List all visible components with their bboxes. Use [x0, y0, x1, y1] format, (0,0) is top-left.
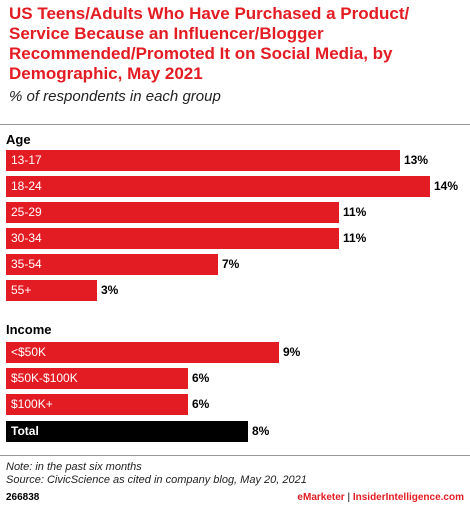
bar-value-label: 11%: [343, 231, 367, 245]
bar-1-1: $50K-$100K: [6, 368, 188, 389]
bar-0-0: 13-17: [6, 150, 400, 171]
bar-value-label: 8%: [252, 424, 270, 438]
footer-brand: eMarketer | InsiderIntelligence.com: [297, 492, 464, 503]
bar-total: Total: [6, 421, 248, 442]
bar-1-0: <$50K: [6, 342, 279, 363]
bar-0-2: 25-29: [6, 202, 339, 223]
bar-0-3: 30-34: [6, 228, 339, 249]
bottom-divider: [0, 455, 470, 456]
chart-subtitle: % of respondents in each group: [9, 88, 221, 105]
chart-source: Source: CivicScience as cited in company…: [6, 474, 307, 486]
bar-category-label: <$50K: [11, 345, 47, 359]
bar-value-label: 6%: [192, 371, 210, 385]
top-divider: [0, 124, 470, 125]
bar-value-label: 13%: [404, 153, 429, 167]
bar-value-label: 14%: [434, 179, 459, 193]
bar-category-label: 30-34: [11, 231, 42, 245]
bar-value-label: 11%: [343, 205, 367, 219]
bar-category-label: Total: [11, 424, 39, 438]
bar-category-label: $50K-$100K: [11, 371, 78, 385]
bar-0-5: 55+: [6, 280, 97, 301]
bar-category-label: 55+: [11, 283, 32, 297]
chart-note: Note: in the past six months: [6, 461, 142, 473]
bar-value-label: 9%: [283, 345, 301, 359]
bar-category-label: 35-54: [11, 257, 42, 271]
bar-0-1: 18-24: [6, 176, 430, 197]
insider-intelligence-link[interactable]: InsiderIntelligence.com: [352, 492, 464, 503]
chart-title: US Teens/Adults Who Have Purchased a Pro…: [9, 4, 410, 83]
bar-value-label: 6%: [192, 397, 210, 411]
bar-1-2: $100K+: [6, 394, 188, 415]
section-label-age: Age: [6, 132, 31, 147]
footer-separator: |: [344, 492, 353, 503]
bar-0-4: 35-54: [6, 254, 218, 275]
bar-category-label: 13-17: [11, 153, 42, 167]
bar-value-label: 3%: [101, 283, 119, 297]
emarketer-logo: eMarketer: [297, 492, 345, 503]
bar-category-label: $100K+: [11, 397, 53, 411]
bar-category-label: 18-24: [11, 179, 42, 193]
bar-value-label: 7%: [222, 257, 240, 271]
section-label-income: Income: [6, 322, 52, 337]
bar-category-label: 25-29: [11, 205, 42, 219]
chart-id: 266838: [6, 492, 40, 503]
